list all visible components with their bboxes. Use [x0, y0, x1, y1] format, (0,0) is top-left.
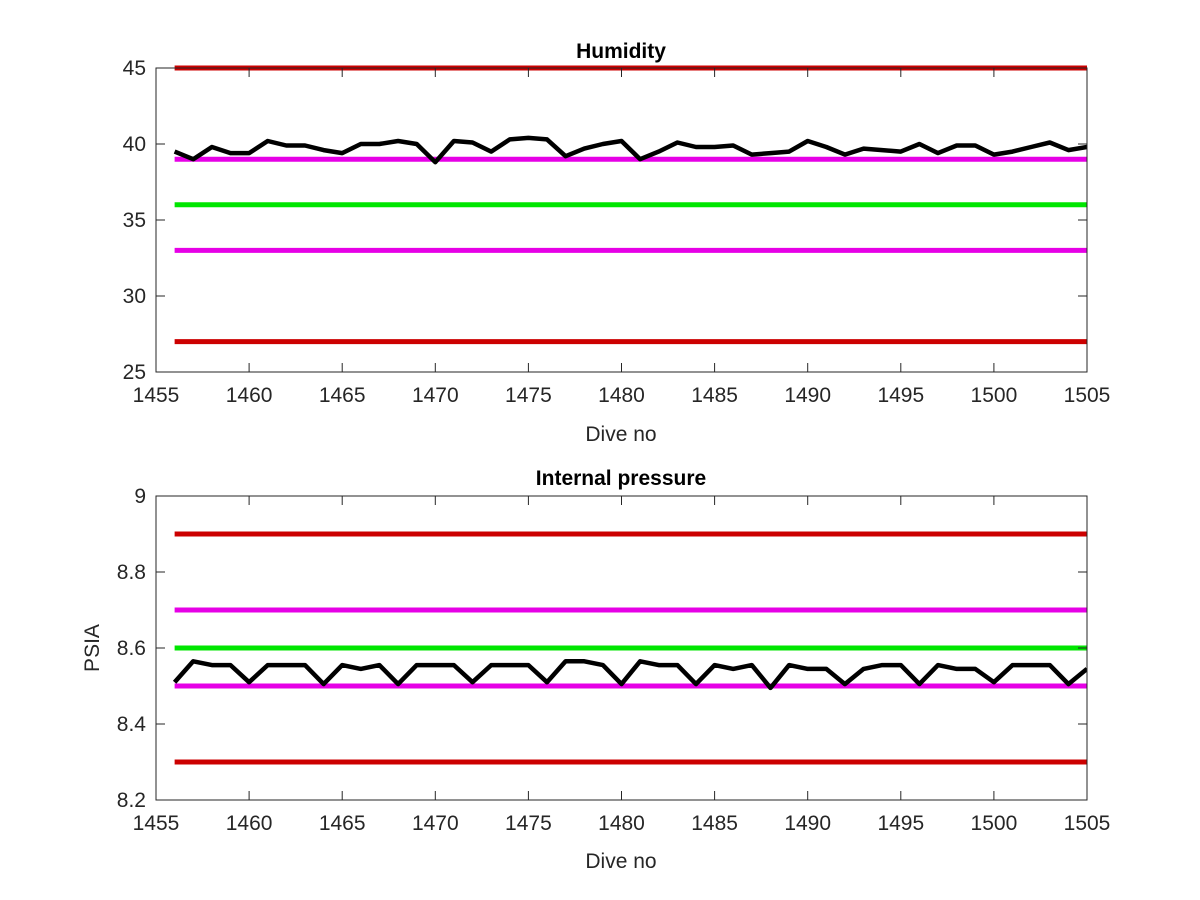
- humidity-x-tick-label: 1460: [226, 384, 273, 407]
- pressure-x-tick-label: 1490: [784, 812, 831, 835]
- humidity-x-tick-label: 1485: [691, 384, 738, 407]
- pressure-x-tick-label: 1495: [877, 812, 924, 835]
- humidity-y-tick-label: 40: [123, 133, 146, 156]
- pressure-x-tick-label: 1500: [971, 812, 1018, 835]
- pressure-thresholds: [174, 531, 1087, 765]
- humidity-x-axis-label: Dive no: [585, 423, 656, 446]
- humidity-series-line-0: [173, 135, 1087, 165]
- pressure-series: [172, 659, 1087, 691]
- humidity-x-tick-label: 1465: [319, 384, 366, 407]
- humidity-title: Humidity: [576, 40, 666, 63]
- pressure-x-tick-label: 1505: [1064, 812, 1111, 835]
- pressure-y-ticks: 8.2 8.4 8.6 8.8 9: [117, 485, 1087, 812]
- pressure-x-ticks: 1455 1460 1465 1470 1475 1480 1485 1490 1495 1500…: [133, 496, 1111, 835]
- pressure-y-tick-label: 9: [134, 485, 146, 508]
- humidity-x-tick-label: 1490: [784, 384, 831, 407]
- pressure-x-axis-label: Dive no: [585, 850, 656, 873]
- pressure-x-tick-label: 1455: [133, 812, 180, 835]
- pressure-y-tick-label: 8.8: [117, 561, 146, 584]
- pressure-series-line-0: [172, 659, 1087, 691]
- humidity-y-tick-label: 35: [123, 209, 146, 232]
- humidity-x-tick-label: 1470: [412, 384, 459, 407]
- humidity-y-tick-label: 30: [123, 285, 146, 308]
- humidity-panel: 1455 1460 1465 1470 1475 1480 1485 1490 1495 1500…: [123, 40, 1111, 446]
- pressure-y-tick-label: 8.4: [117, 713, 147, 736]
- pressure-x-tick-label: 1460: [226, 812, 273, 835]
- humidity-y-ticks: 25 30 35 40 45: [123, 57, 1087, 384]
- humidity-x-tick-label: 1475: [505, 384, 552, 407]
- humidity-x-tick-label: 1455: [133, 384, 180, 407]
- pressure-y-tick-label: 8.2: [117, 789, 146, 812]
- pressure-x-tick-label: 1480: [598, 812, 645, 835]
- pressure-x-tick-label: 1475: [505, 812, 552, 835]
- pressure-x-tick-label: 1470: [412, 812, 459, 835]
- pressure-y-tick-label: 8.6: [117, 637, 146, 660]
- humidity-y-tick-label: 25: [123, 361, 146, 384]
- humidity-y-tick-label: 45: [123, 57, 146, 80]
- pressure-title: Internal pressure: [536, 467, 706, 490]
- humidity-series: [173, 135, 1087, 165]
- humidity-x-tick-label: 1495: [877, 384, 924, 407]
- humidity-x-tick-label: 1505: [1064, 384, 1111, 407]
- pressure-panel: 1455 1460 1465 1470 1475 1480 1485 1490 1495 1500…: [81, 467, 1110, 873]
- humidity-x-tick-label: 1480: [598, 384, 645, 407]
- pressure-y-axis-label: PSIA: [81, 624, 104, 672]
- pressure-x-tick-label: 1485: [691, 812, 738, 835]
- pressure-x-tick-label: 1465: [319, 812, 366, 835]
- humidity-x-tick-label: 1500: [971, 384, 1018, 407]
- humidity-x-ticks: 1455 1460 1465 1470 1475 1480 1485 1490 1495 1500…: [133, 68, 1111, 407]
- humidity-plot-area: [156, 68, 1087, 372]
